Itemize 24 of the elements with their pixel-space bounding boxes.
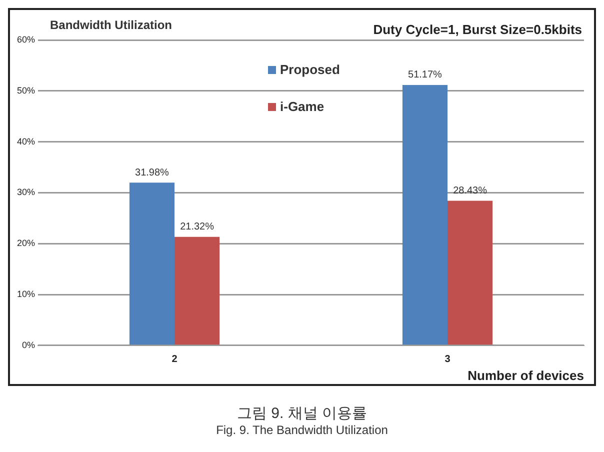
x-tick-label: 3: [444, 354, 451, 366]
caption: Fig. 9. The Bandwidth Utilization: [215, 423, 389, 437]
x-axis-title: Number of devices: [468, 368, 584, 383]
data-label: 31.98%: [135, 167, 170, 178]
y-tick-label: 0%: [22, 340, 36, 350]
y-tick-label: 50%: [17, 85, 36, 96]
data-label: 51.17%: [408, 70, 442, 81]
bar: [448, 200, 493, 345]
bar: [174, 236, 220, 345]
bar: [402, 84, 448, 345]
chart-subtitle: Duty Cycle=1, Burst Size=0.5kbits: [373, 22, 582, 37]
y-tick-label: 30%: [17, 187, 36, 198]
x-tick-label: 2: [172, 354, 178, 366]
bar: [129, 182, 175, 345]
caption: 그림 9. 채널 이용률: [236, 404, 368, 423]
legend-label: i-Game: [280, 99, 324, 114]
y-tick-label: 20%: [17, 238, 36, 248]
data-label: 28.43%: [453, 185, 488, 196]
y-tick-label: 60%: [17, 34, 36, 44]
data-label: 21.32%: [180, 222, 214, 233]
chart-title: Bandwidth Utilization: [50, 18, 172, 32]
y-tick-label: 40%: [17, 136, 36, 146]
y-tick-label: 10%: [17, 288, 36, 299]
legend-label: Proposed: [280, 62, 340, 77]
